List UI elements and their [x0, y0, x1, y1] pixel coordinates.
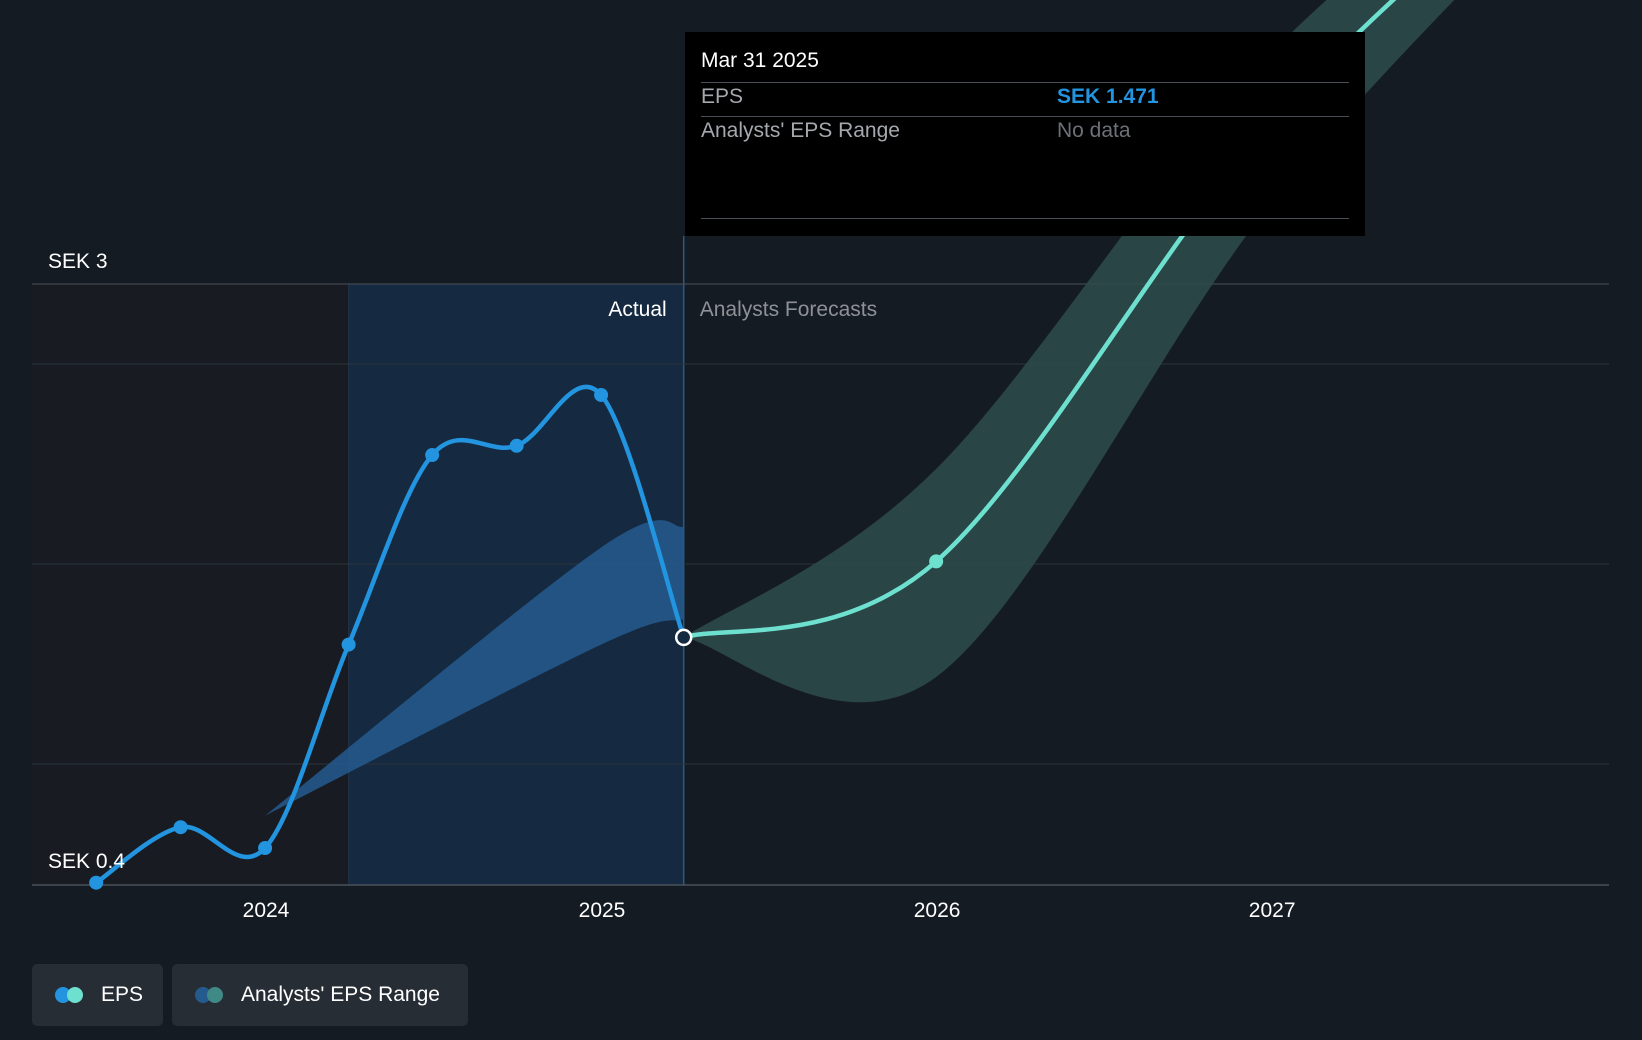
- eps-legend-icon: [55, 987, 87, 1003]
- tooltip-divider: [701, 116, 1349, 117]
- eps-actual-point: [509, 438, 524, 453]
- legend-range[interactable]: Analysts' EPS Range: [172, 964, 468, 1026]
- tooltip-eps-value: SEK 1.471: [1057, 85, 1159, 108]
- eps-selected-point: [674, 628, 693, 647]
- tooltip: Mar 31 2025 EPS SEK 1.471 Analysts' EPS …: [685, 32, 1365, 236]
- eps-forecast-point: [929, 554, 944, 569]
- x-tick-label: 2026: [914, 899, 961, 922]
- region-label-forecast: Analysts Forecasts: [700, 298, 877, 321]
- eps-actual-point: [341, 637, 356, 652]
- x-tick-label: 2025: [579, 899, 626, 922]
- eps-actual-point: [89, 875, 104, 890]
- legend-eps-label: EPS: [101, 983, 144, 1006]
- eps-actual-point: [594, 387, 609, 402]
- tooltip-eps-label: EPS: [701, 85, 744, 108]
- eps-forecast-line: [681, 0, 1397, 640]
- legend-eps[interactable]: EPS: [32, 964, 163, 1026]
- tooltip-divider: [701, 82, 1349, 83]
- tooltip-divider: [701, 218, 1349, 219]
- tooltip-date: Mar 31 2025: [701, 49, 819, 72]
- eps-actual-point: [425, 448, 440, 463]
- tooltip-range-label: Analysts' EPS Range: [701, 119, 900, 142]
- eps-actual-point: [173, 820, 188, 835]
- y-tick-label: SEK 0.4: [48, 850, 125, 873]
- x-tick-label: 2027: [1249, 899, 1296, 922]
- region-label-actual: Actual: [608, 298, 666, 321]
- legend-range-label: Analysts' EPS Range: [241, 983, 440, 1006]
- y-tick-label: SEK 3: [48, 250, 108, 273]
- range-legend-icon: [195, 987, 227, 1003]
- eps-actual-point: [258, 841, 273, 856]
- actual-eps-range-band: [265, 520, 684, 816]
- tooltip-range-value: No data: [1057, 119, 1131, 142]
- x-tick-label: 2024: [243, 899, 290, 922]
